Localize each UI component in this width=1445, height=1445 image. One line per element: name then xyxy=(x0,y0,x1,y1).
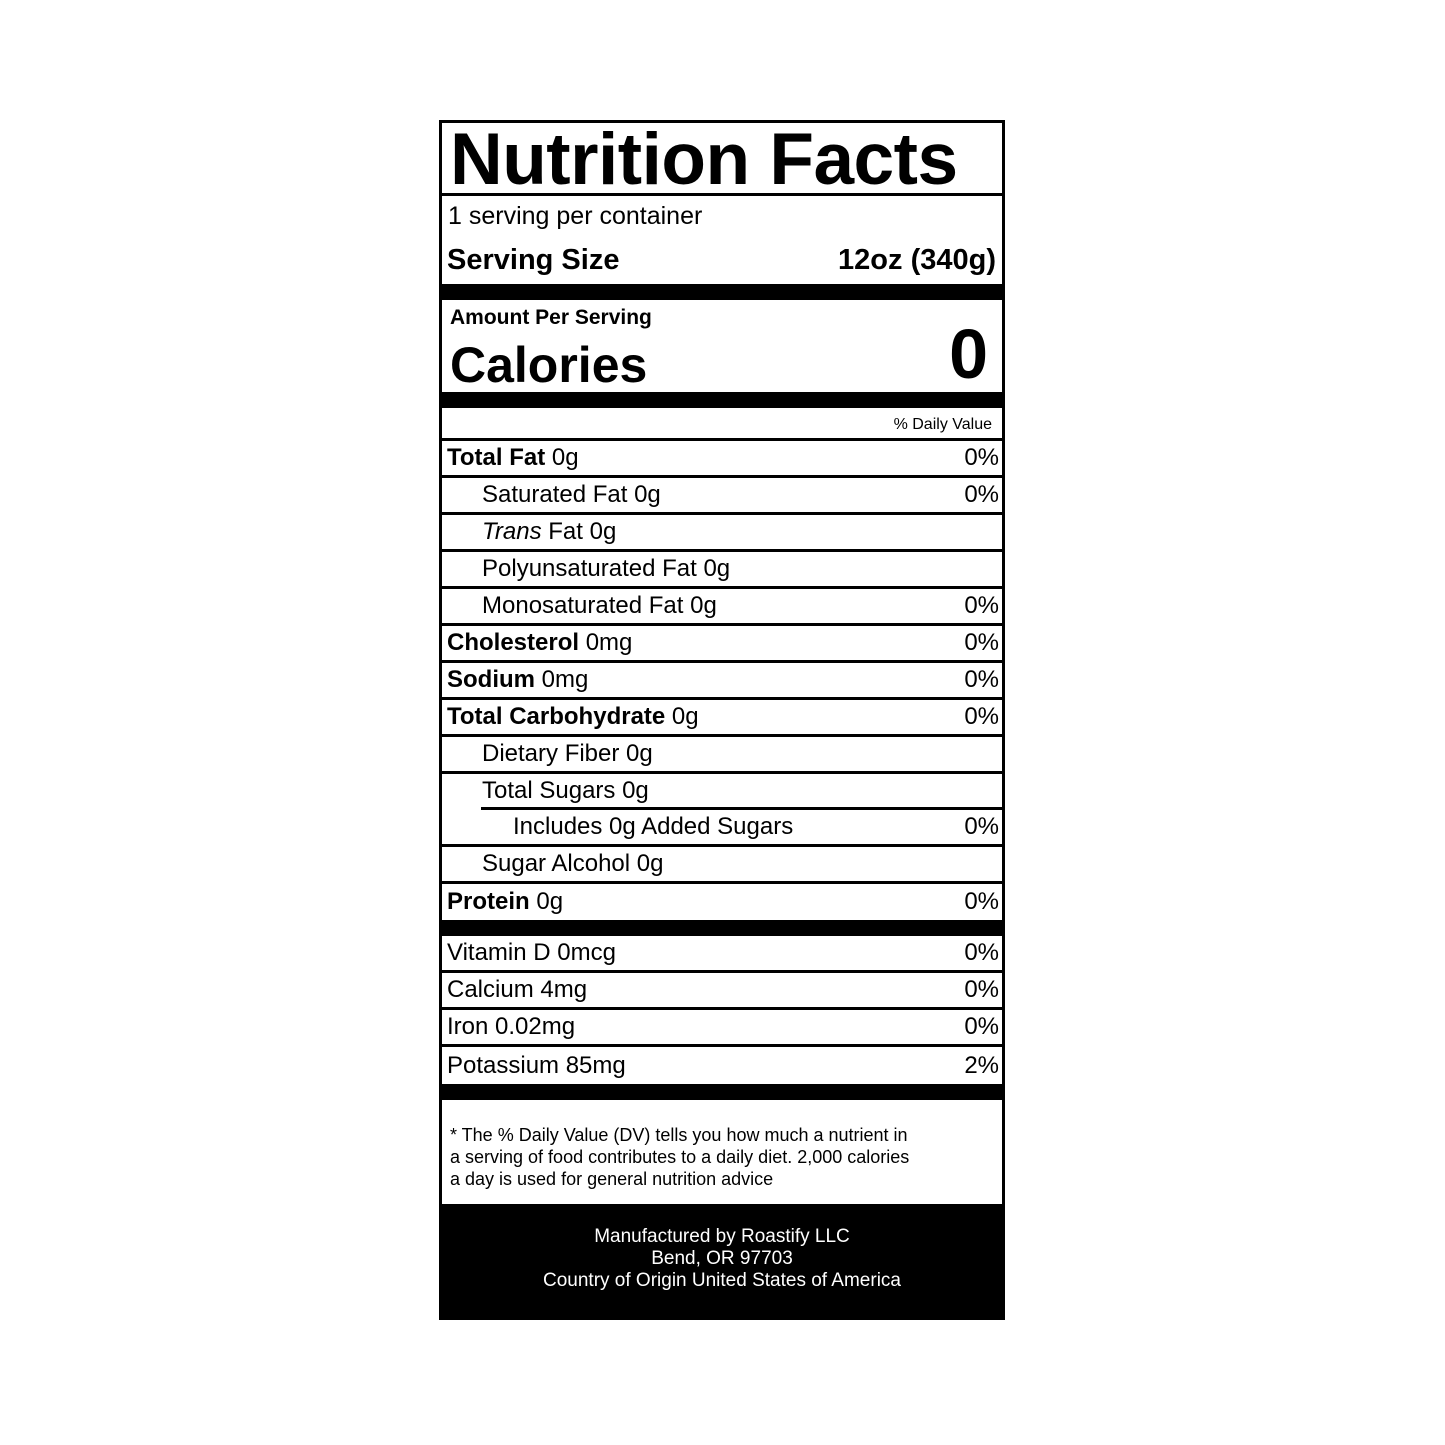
nutrient-row-total-sugars: Total Sugars 0g xyxy=(442,774,1002,810)
servings-per-container: 1 serving per container xyxy=(448,202,703,230)
nutrient-row-dietary-fiber: Dietary Fiber 0g xyxy=(442,737,1002,774)
calories-label: Calories xyxy=(450,337,648,393)
country-of-origin: Country of Origin United States of Ameri… xyxy=(543,1270,901,1291)
serving-size-value: 12oz (340g) xyxy=(838,244,996,276)
footnote: * The % Daily Value (DV) tells you how m… xyxy=(442,1100,1002,1204)
nutrient-row-trans-fat: Trans Fat 0g xyxy=(442,515,1002,552)
manufacturer-name: Manufactured by Roastify LLC xyxy=(594,1226,850,1247)
divider-thick xyxy=(442,920,1002,936)
amount-per-serving: Amount Per Serving xyxy=(450,306,652,329)
divider-thick xyxy=(442,284,1002,300)
vitamin-row-iron: Iron 0.02mg 0% xyxy=(442,1010,1002,1047)
calories-value: 0 xyxy=(949,315,988,393)
nutrient-row-sugar-alcohol: Sugar Alcohol 0g xyxy=(442,847,1002,884)
footnote-line: a day is used for general nutrition advi… xyxy=(450,1169,774,1189)
nutrition-facts-label: Nutrition Facts 1 serving per container … xyxy=(439,120,1005,1320)
divider-thick xyxy=(442,392,1002,408)
serving-size: Serving Size 12oz (340g) xyxy=(447,244,996,277)
nutrient-row-polyunsaturated-fat: Polyunsaturated Fat 0g xyxy=(442,552,1002,589)
calories-section: Amount Per Serving Calories 0 xyxy=(442,300,1002,393)
nutrient-row-cholesterol: Cholesterol 0mg 0% xyxy=(442,626,1002,663)
vitamin-row-potassium: Potassium 85mg 2% xyxy=(447,1051,999,1079)
label-title: Nutrition Facts xyxy=(442,123,1002,196)
nutrient-row-sodium: Sodium 0mg 0% xyxy=(442,663,1002,700)
manufacturer-address: Bend, OR 97703 xyxy=(651,1248,793,1269)
nutrient-row-total-carbohydrate: Total Carbohydrate 0g 0% xyxy=(442,700,1002,737)
vitamin-row-vitamin-d: Vitamin D 0mcg 0% xyxy=(442,936,1002,973)
footnote-line: * The % Daily Value (DV) tells you how m… xyxy=(450,1125,908,1145)
vitamin-row-calcium: Calcium 4mg 0% xyxy=(442,973,1002,1010)
nutrient-row-protein: Protein 0g 0% xyxy=(447,888,999,915)
nutrient-row-saturated-fat: Saturated Fat 0g 0% xyxy=(442,478,1002,515)
manufacturer-info: Manufactured by Roastify LLC Bend, OR 97… xyxy=(442,1204,1002,1317)
nutrient-row-total-fat: Total Fat 0g 0% xyxy=(442,441,1002,478)
nutrient-row-added-sugars: Includes 0g Added Sugars 0% xyxy=(442,810,1002,847)
nutrient-row-monosaturated-fat: Monosaturated Fat 0g 0% xyxy=(442,589,1002,626)
serving-size-label: Serving Size xyxy=(447,244,620,276)
daily-value-header: % Daily Value xyxy=(442,408,1002,441)
serving-info: 1 serving per container Serving Size 12o… xyxy=(442,196,1002,284)
divider-thick xyxy=(442,1084,1002,1100)
footnote-line: a serving of food contributes to a daily… xyxy=(450,1147,910,1167)
